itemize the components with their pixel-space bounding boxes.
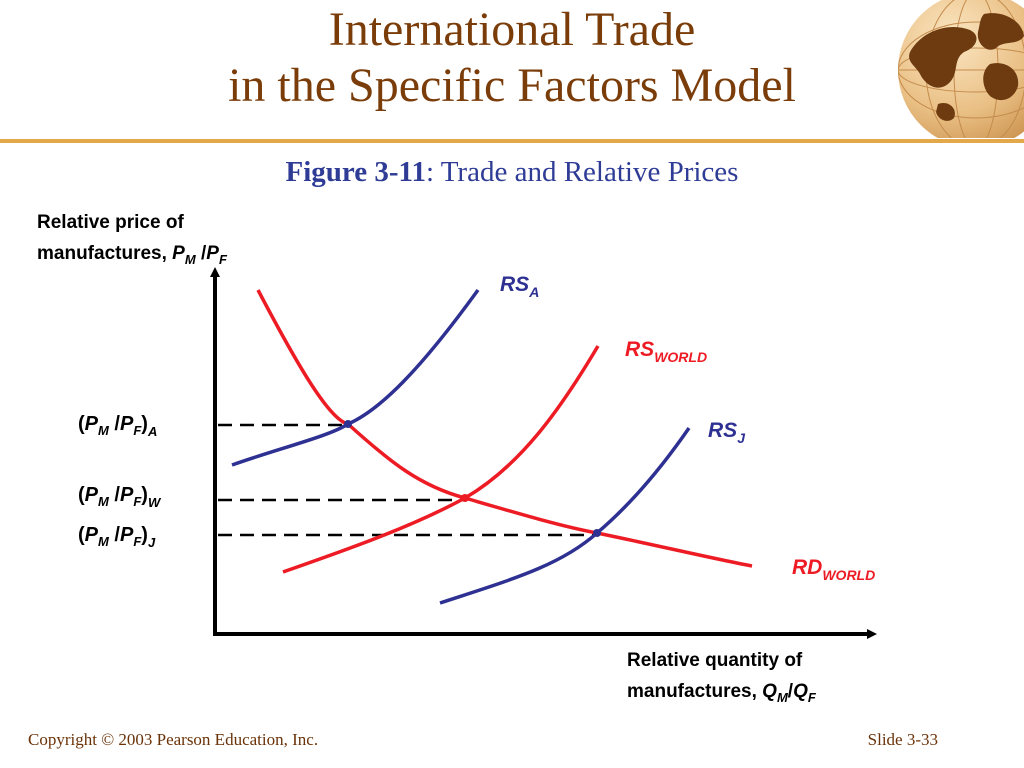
footer-slide-number: Slide 3-33: [867, 730, 938, 749]
footer-copyright: Copyright © 2003 Pearson Education, Inc.: [28, 730, 319, 749]
figure-number: Figure 3-11: [285, 156, 426, 188]
rs-world-curve: [282, 345, 600, 574]
equilibrium-point-world: [461, 494, 469, 502]
title-divider: [0, 139, 1024, 143]
x-axis-label-line2: manufactures, QM/QF: [627, 681, 817, 705]
rs-j-label: RSJ: [708, 419, 746, 446]
y-axis-label-line1: Relative price of: [37, 212, 184, 233]
y-axis-label-line2: manufactures, PM /PF: [37, 243, 228, 267]
rs-a-curve: [231, 288, 480, 467]
figure-caption: Figure 3-11: Trade and Relative Prices: [0, 156, 1024, 189]
rd-world-curve: [256, 289, 753, 568]
x-axis-label-line1: Relative quantity of: [627, 650, 803, 671]
slide-title: International Trade in the Specific Fact…: [0, 2, 1024, 114]
slide-title-line1: International Trade: [328, 3, 696, 56]
equilibrium-point-a: [344, 420, 352, 428]
rd-world-label: RDWORLD: [792, 556, 875, 583]
globe-icon: [898, 0, 1024, 138]
figure-caption-text: Trade and Relative Prices: [434, 156, 739, 188]
rs-world-label: RSWORLD: [625, 338, 707, 365]
price-level-j-label: (PM /PF)J: [78, 524, 156, 550]
rs-j-curve: [439, 427, 691, 605]
rs-a-label: RSA: [500, 273, 539, 300]
price-level-a-label: (PM /PF)A: [78, 413, 157, 439]
figure-caption-separator: :: [425, 156, 435, 188]
price-level-w-label: (PM /PF)W: [78, 484, 162, 510]
slide-title-line2: in the Specific Factors Model: [228, 59, 796, 112]
equilibrium-point-j: [593, 529, 601, 537]
